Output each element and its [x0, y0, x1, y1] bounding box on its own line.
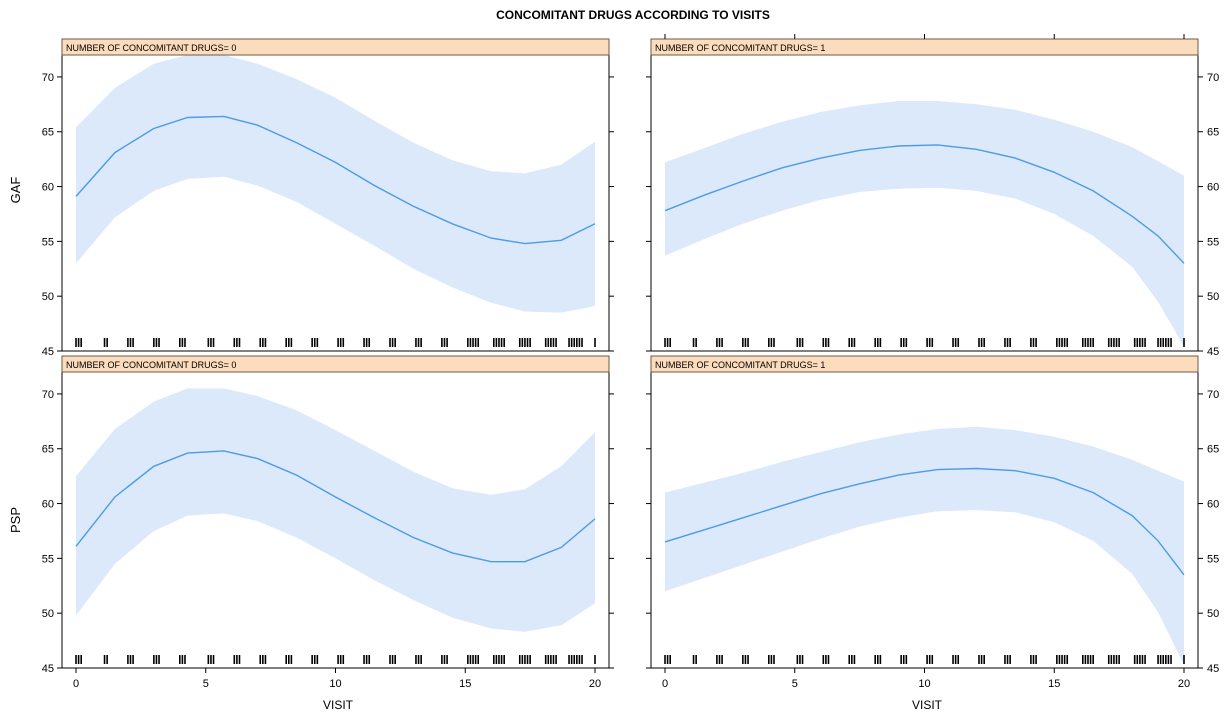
y-tick-label: 50	[1207, 291, 1219, 303]
y-tick-label: 60	[42, 499, 54, 511]
strip-background	[650, 355, 1199, 373]
rug-marks	[664, 655, 1185, 664]
fit-line	[75, 450, 596, 563]
y-tick-label: 65	[42, 127, 54, 139]
confidence-band	[665, 101, 1184, 347]
y-tick-label: 50	[42, 608, 54, 620]
rug-marks	[664, 338, 1185, 347]
y-tick-label: 60	[42, 182, 54, 194]
chart-title: CONCOMITANT DRUGS ACCORDING TO VISITS	[496, 8, 770, 22]
y-tick-label: 50	[42, 291, 54, 303]
panel-4: NUMBER OF CONCOMITANT DRUGS= 14550556065…	[646, 355, 1219, 690]
fit-line	[664, 467, 1185, 576]
panels: NUMBER OF CONCOMITANT DRUGS= 04550556065…	[42, 34, 1219, 690]
y-tick-label: 45	[42, 346, 54, 358]
strip-label: NUMBER OF CONCOMITANT DRUGS= 1	[655, 360, 825, 370]
y-tick-label: 60	[1207, 182, 1219, 194]
y-tick-label: 65	[42, 444, 54, 456]
row-label-gaf: GAF	[8, 177, 23, 204]
strip-background	[61, 355, 610, 373]
panel-2: NUMBER OF CONCOMITANT DRUGS= 1 45 50 55 60 65…	[646, 34, 1219, 358]
panel-3: NUMBER OF CONCOMITANT DRUGS= 04550556065…	[42, 355, 614, 690]
x-tick-label: 5	[792, 678, 798, 690]
y-tick-label: 55	[42, 553, 54, 565]
fit-line	[75, 115, 596, 245]
x-tick-label: 20	[589, 678, 601, 690]
panel-1: NUMBER OF CONCOMITANT DRUGS= 0 45 50 55 60 65…	[42, 38, 614, 358]
fit-line	[664, 144, 1185, 264]
y-tick-label: 65	[1207, 444, 1219, 456]
y-tick-label: 55	[1207, 236, 1219, 248]
rug-marks	[75, 338, 596, 347]
y-tick-label: 55	[42, 236, 54, 248]
confidence-band	[665, 426, 1184, 665]
strip-label: NUMBER OF CONCOMITANT DRUGS= 0	[66, 360, 236, 370]
x-axis-label-left: VISIT	[323, 698, 354, 712]
y-tick-label: 45	[42, 663, 54, 675]
x-tick-label: 5	[203, 678, 209, 690]
x-tick-label: 20	[1178, 678, 1190, 690]
x-tick-label: 10	[329, 678, 341, 690]
y-tick-label: 70	[1207, 72, 1219, 84]
y-tick-label: 55	[1207, 553, 1219, 565]
y-tick-label: 60	[1207, 499, 1219, 511]
y-tick-label: 70	[1207, 389, 1219, 401]
y-tick-label: 70	[42, 389, 54, 401]
row-label-psp: PSP	[8, 507, 23, 533]
rug-marks	[75, 655, 596, 664]
y-tick-label: 45	[1207, 663, 1219, 675]
y-tick-label: 45	[1207, 346, 1219, 358]
strip-label: NUMBER OF CONCOMITANT DRUGS= 0	[66, 43, 236, 53]
x-axis-label-right: VISIT	[912, 698, 943, 712]
strip-background	[61, 38, 610, 56]
strip-label: NUMBER OF CONCOMITANT DRUGS= 1	[655, 43, 825, 53]
confidence-band	[76, 388, 595, 632]
y-tick-label: 65	[1207, 127, 1219, 139]
x-tick-label: 0	[73, 678, 79, 690]
x-tick-label: 10	[918, 678, 930, 690]
x-tick-label: 15	[1048, 678, 1060, 690]
confidence-band	[76, 55, 595, 313]
x-tick-label: 15	[459, 678, 471, 690]
x-tick-label: 0	[662, 678, 668, 690]
y-tick-label: 70	[42, 72, 54, 84]
y-tick-label: 50	[1207, 608, 1219, 620]
